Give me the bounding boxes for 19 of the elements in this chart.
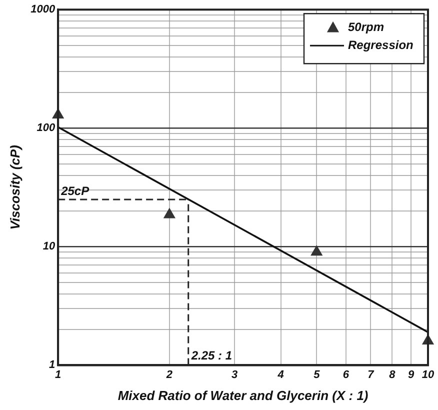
y-tick-label: 100 xyxy=(36,122,56,134)
x-tick-label: 3 xyxy=(232,368,238,381)
x-tick-label: 2 xyxy=(165,368,172,381)
x-tick-label: 8 xyxy=(389,368,396,381)
x-tick-label: 7 xyxy=(368,368,375,381)
y-tick-label: 1 xyxy=(48,359,56,372)
x-tick-label: 10 xyxy=(422,368,435,381)
y-tick-label: 10 xyxy=(42,240,56,253)
ref-line-label: 25cP xyxy=(60,184,90,198)
x-tick-label: 4 xyxy=(276,368,284,381)
y-tick-label: 1000 xyxy=(30,4,56,16)
x-axis-title: Mixed Ratio of Water and Glycerin (X : 1) xyxy=(118,388,368,403)
legend-label: Regression xyxy=(348,38,414,52)
ref-line-label: 2.25 : 1 xyxy=(190,348,232,363)
x-tick-label: 9 xyxy=(408,368,416,381)
x-tick-label: 5 xyxy=(314,368,321,381)
x-tick-label: 6 xyxy=(342,368,350,381)
legend-label: 50rpm xyxy=(348,20,384,34)
y-axis-title: Viscosity (cP) xyxy=(7,145,22,230)
